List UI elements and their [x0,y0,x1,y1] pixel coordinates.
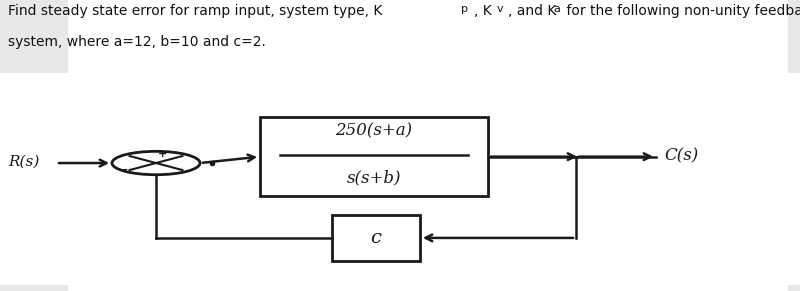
Bar [260,117,488,196]
Text: , K: , K [474,4,491,18]
Text: a: a [554,4,561,14]
Text: for the following non-unity feedback: for the following non-unity feedback [562,4,800,18]
Text: system, where a=12, b=10 and c=2.: system, where a=12, b=10 and c=2. [8,35,266,49]
Text: c: c [370,229,382,247]
Text: C(s): C(s) [664,147,698,164]
Circle shape [112,151,200,175]
Text: +: + [158,149,167,159]
Bar [332,215,420,261]
Text: R(s): R(s) [8,155,39,169]
Text: Find steady state error for ramp input, system type, K: Find steady state error for ramp input, … [8,4,382,18]
Text: 250(s+a): 250(s+a) [335,123,413,140]
Text: v: v [497,4,503,14]
Text: p: p [461,4,468,14]
Text: , and K: , and K [508,4,556,18]
Text: s(s+b): s(s+b) [346,169,402,187]
Text: −: − [118,164,128,177]
